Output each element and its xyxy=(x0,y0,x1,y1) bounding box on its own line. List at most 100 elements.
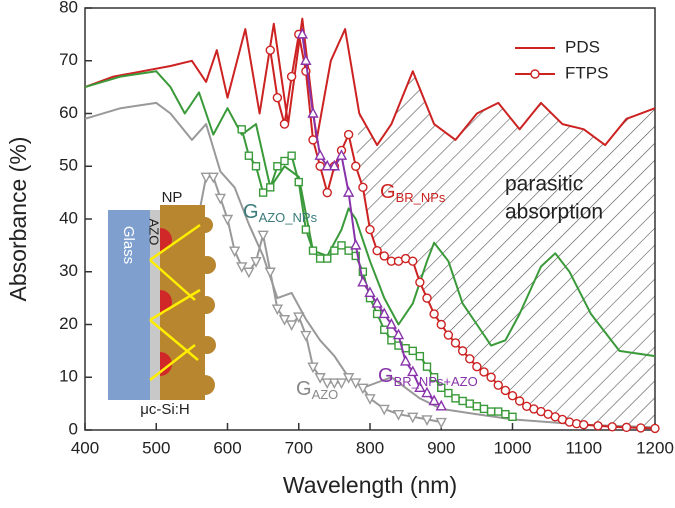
y-tick-label: 40 xyxy=(59,208,78,227)
data-point xyxy=(408,256,418,266)
data-point xyxy=(422,362,432,371)
annotation: GAZO_NPs xyxy=(243,201,318,225)
data-point xyxy=(322,187,332,198)
data-point xyxy=(244,151,254,160)
data-point xyxy=(392,409,405,421)
inset-diagram: Glass AZO NP μc-Si:H xyxy=(108,189,216,418)
data-point xyxy=(293,312,305,324)
data-point xyxy=(342,373,355,384)
annotation-main: G xyxy=(378,365,394,387)
data-point xyxy=(228,246,241,258)
x-tick-label: 400 xyxy=(71,438,99,457)
annotation-main: G xyxy=(296,378,312,400)
data-point xyxy=(372,309,382,319)
data-point xyxy=(343,129,354,140)
data-point xyxy=(501,409,510,419)
annotation: absorption xyxy=(505,201,603,224)
series-line xyxy=(84,70,656,358)
data-point xyxy=(286,71,297,82)
data-point xyxy=(443,330,454,340)
legend-label: FTPS xyxy=(565,63,608,82)
data-point xyxy=(579,420,589,430)
data-point xyxy=(314,149,326,160)
data-point xyxy=(301,225,311,234)
x-tick-label: 900 xyxy=(427,438,455,457)
data-point xyxy=(300,330,312,342)
data-point xyxy=(435,417,447,429)
data-point xyxy=(465,354,475,364)
data-point xyxy=(429,309,439,319)
y-tick-label: 30 xyxy=(59,261,78,280)
data-point xyxy=(308,246,318,255)
data-point xyxy=(335,149,348,160)
data-point xyxy=(251,162,261,171)
data-point xyxy=(428,394,440,406)
data-point xyxy=(307,362,319,374)
data-point xyxy=(458,396,467,406)
data-point xyxy=(335,378,348,390)
data-point xyxy=(486,407,496,416)
annotation-subscript: BR_NPs xyxy=(396,190,446,205)
data-point xyxy=(435,399,447,411)
data-point xyxy=(351,161,361,171)
x-tick-label: 500 xyxy=(142,438,170,457)
data-point xyxy=(350,238,362,250)
data-point xyxy=(357,275,369,287)
legend-marker xyxy=(530,69,540,79)
data-point xyxy=(650,423,660,434)
data-point xyxy=(472,402,482,411)
data-point xyxy=(344,246,353,255)
series-line xyxy=(84,17,656,147)
annotation: parasitic xyxy=(505,173,583,196)
data-point xyxy=(264,267,276,279)
data-point xyxy=(236,262,248,273)
data-point xyxy=(421,415,433,426)
y-tick-label: 50 xyxy=(59,156,78,175)
x-tick-label: 800 xyxy=(356,438,384,457)
data-point xyxy=(279,119,290,129)
data-point xyxy=(407,365,419,377)
inset-label: Glass xyxy=(120,226,137,264)
data-point xyxy=(444,388,453,398)
data-point xyxy=(287,151,296,160)
data-point xyxy=(337,241,346,250)
data-point xyxy=(486,372,496,382)
data-point xyxy=(330,246,339,255)
y-tick-label: 0 xyxy=(69,419,78,438)
data-point xyxy=(450,338,461,348)
data-point xyxy=(285,320,298,331)
data-point xyxy=(257,230,269,242)
data-point xyxy=(342,186,355,197)
data-point xyxy=(273,162,282,171)
legend-label: PDS xyxy=(565,37,600,56)
data-point xyxy=(636,423,646,433)
y-tick-label: 60 xyxy=(59,103,78,122)
data-point xyxy=(392,328,405,340)
data-point xyxy=(265,45,275,55)
x-tick-label: 1000 xyxy=(494,438,532,457)
data-point xyxy=(272,92,283,103)
data-point xyxy=(414,381,426,392)
data-point xyxy=(214,193,227,205)
data-point xyxy=(494,407,503,416)
data-point xyxy=(451,394,460,403)
data-point xyxy=(493,380,503,390)
parasitic-region xyxy=(355,71,655,429)
data-point xyxy=(407,412,419,424)
data-point xyxy=(371,296,383,308)
data-point xyxy=(200,172,212,184)
data-point xyxy=(315,254,325,263)
y-tick-label: 70 xyxy=(59,50,78,69)
data-point xyxy=(514,396,525,406)
data-point xyxy=(307,107,319,118)
data-point xyxy=(358,267,368,276)
data-point xyxy=(479,367,489,377)
data-point xyxy=(372,245,382,256)
data-point xyxy=(350,378,362,390)
data-point xyxy=(243,267,255,279)
data-point xyxy=(294,177,303,187)
annotation-subscript: BR_NPs+AZO xyxy=(394,374,478,389)
data-point xyxy=(472,362,482,372)
y-tick-label: 10 xyxy=(59,367,78,386)
